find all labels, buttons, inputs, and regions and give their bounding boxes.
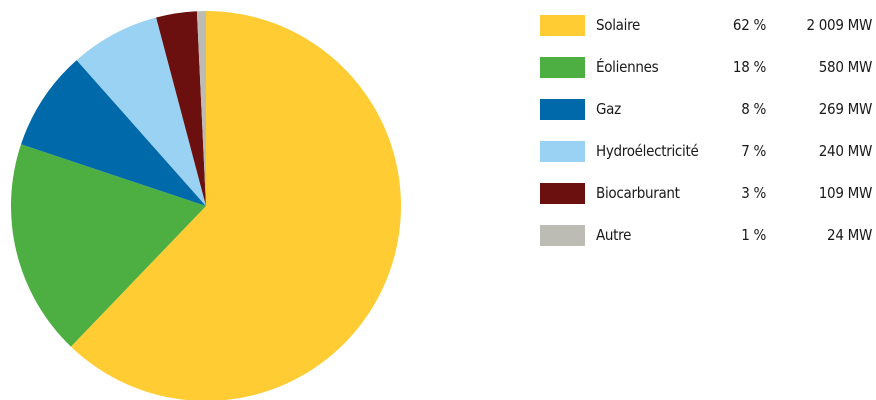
legend-swatch [540,99,585,120]
legend-item: Éoliennes 18 % 580 MW [540,57,876,78]
legend-percent: 1 % [741,226,766,244]
legend-value: 240 MW [818,142,873,160]
chart-legend: Solaire 62 % 2 009 MW Éoliennes 18 % 580 MW Ga… [540,15,876,267]
legend-percent: 7 % [741,142,766,160]
legend-label: Biocarburant [596,184,680,202]
legend-item: Biocarburant 3 % 109 MW [540,183,876,204]
legend-item: Autre 1 % 24 MW [540,225,876,246]
legend-value: 2 009 MW [806,16,873,34]
pie-slice-2 [21,60,206,207]
pie-slice-1 [10,144,207,347]
legend-percent: 3 % [741,184,766,202]
legend-item: Solaire 62 % 2 009 MW [540,15,876,36]
legend-value: 269 MW [818,100,873,118]
pie-slice-0 [70,11,401,400]
legend-swatch [540,141,585,162]
legend-value: 24 MW [827,226,872,244]
legend-swatch [540,183,585,204]
pie-chart [10,10,401,400]
legend-item: Hydroélectricité 7 % 240 MW [540,141,876,162]
legend-label: Hydroélectricité [596,142,699,160]
legend-label: Éoliennes [596,58,659,76]
legend-value: 580 MW [818,58,873,76]
pie-slice-3 [76,17,206,206]
pie-slice-5 [196,10,206,206]
legend-swatch [540,225,585,246]
legend-item: Gaz 8 % 269 MW [540,99,876,120]
legend-swatch [540,15,585,36]
pie-slice-4 [156,11,206,206]
legend-percent: 8 % [741,100,766,118]
legend-label: Gaz [596,100,621,118]
legend-swatch [540,57,585,78]
legend-percent: 62 % [732,16,766,34]
legend-label: Autre [596,226,632,244]
legend-value: 109 MW [818,184,873,202]
legend-percent: 18 % [732,58,766,76]
legend-label: Solaire [596,16,641,34]
